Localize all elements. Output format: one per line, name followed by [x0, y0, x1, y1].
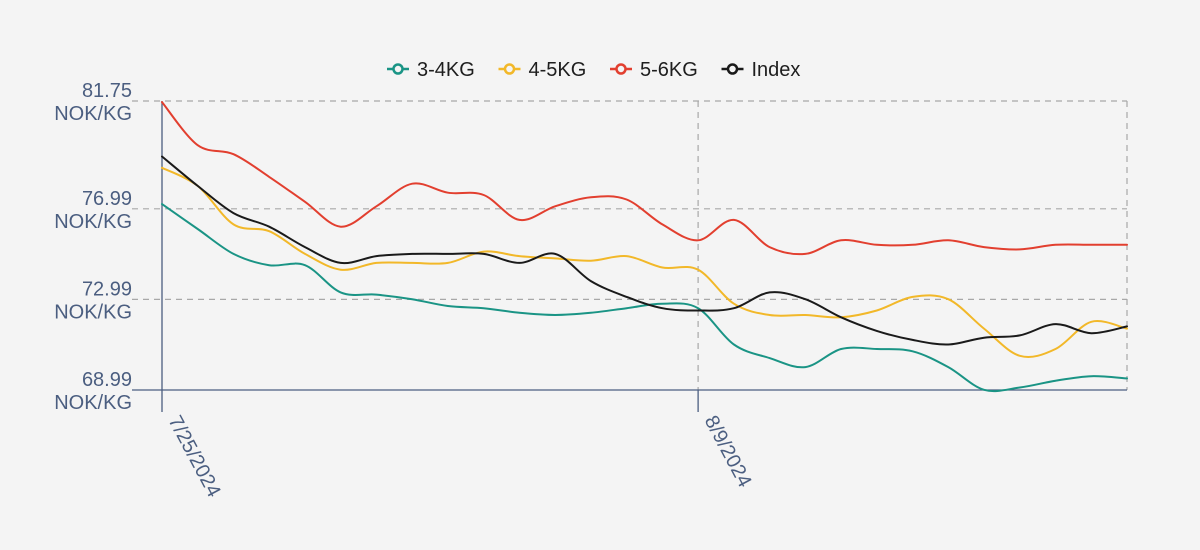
legend-item-5-6kg[interactable]: 5-6KG — [610, 59, 698, 81]
legend-label: 3-4KG — [417, 59, 475, 81]
legend-label: Index — [752, 59, 801, 81]
grid-layer — [132, 100, 1128, 390]
y-tick-value: 68.99 — [82, 369, 132, 391]
y-tick-unit: NOK/KG — [54, 392, 132, 414]
legend-marker-icon — [392, 63, 404, 75]
legend-marker-icon — [615, 63, 627, 75]
legend-marker-icon — [726, 63, 739, 75]
x-tick-label: 7/25/2024 — [164, 412, 225, 501]
x-tick-label: 8/9/2024 — [700, 412, 756, 491]
axis-layer: 81.75NOK/KG76.99NOK/KG72.99NOK/KG68.99NO… — [54, 80, 1127, 501]
y-tick-unit: NOK/KG — [54, 103, 132, 125]
legend-item-index[interactable]: Index — [721, 59, 801, 81]
y-tick-value: 72.99 — [82, 278, 132, 300]
legend-marker-icon — [503, 63, 516, 75]
y-tick-value: 76.99 — [82, 188, 132, 210]
series-line-3-4kg — [161, 203, 1128, 393]
series-line-index — [161, 155, 1128, 346]
series-line-4-5kg — [161, 166, 1128, 358]
y-tick-unit: NOK/KG — [54, 301, 132, 323]
series-line-5-6kg — [161, 101, 1128, 256]
legend-label: 4-5KG — [529, 59, 587, 81]
series-layer — [161, 101, 1128, 393]
legend-item-4-5kg[interactable]: 4-5KG — [498, 59, 587, 81]
y-tick-unit: NOK/KG — [54, 211, 132, 233]
legend-label: 5-6KG — [640, 59, 698, 81]
legend-item-3-4kg[interactable]: 3-4KG — [387, 59, 475, 81]
y-tick-value: 81.75 — [82, 80, 132, 102]
legend[interactable]: 3-4KG 4-5KG 5-6KG Index — [387, 59, 800, 81]
